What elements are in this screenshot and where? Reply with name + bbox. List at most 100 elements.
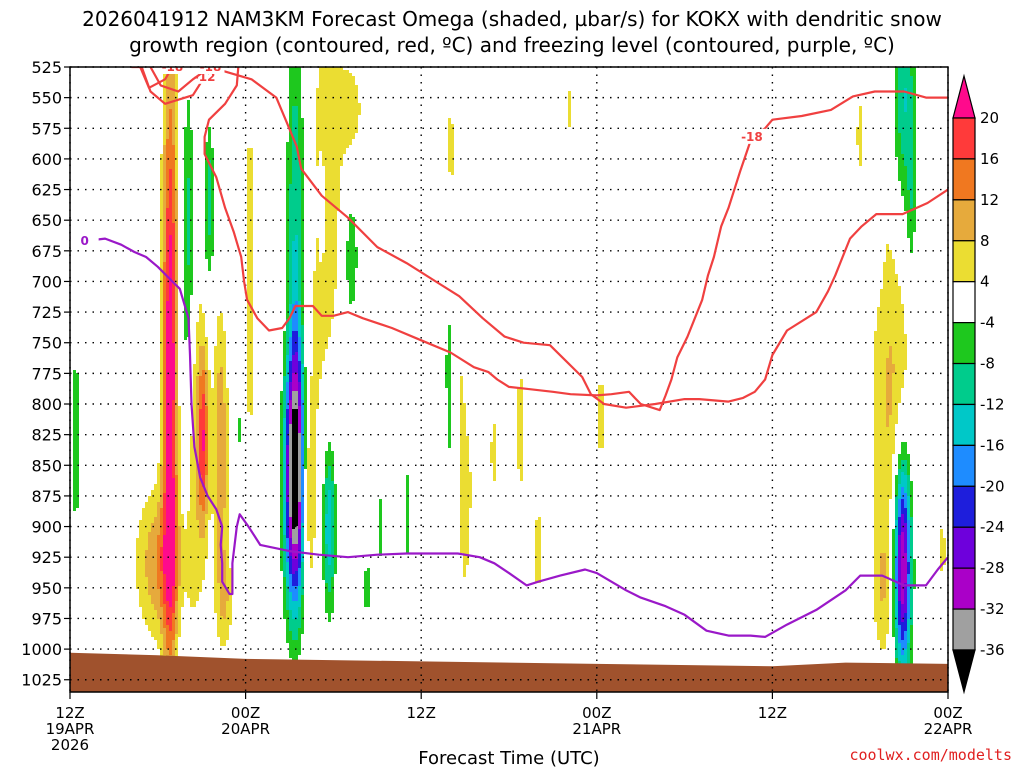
omega-cell <box>886 400 892 403</box>
omega-cell <box>247 382 253 385</box>
omega-cell <box>445 361 451 364</box>
omega-cell <box>331 511 334 514</box>
omega-cell <box>214 580 217 583</box>
omega-cell <box>877 319 904 322</box>
omega-cell <box>175 160 178 163</box>
omega-cell <box>208 373 211 376</box>
omega-cell <box>148 532 160 535</box>
omega-cell <box>163 376 166 379</box>
omega-cell <box>163 211 166 214</box>
omega-cell <box>208 388 217 391</box>
omega-cell <box>73 502 79 505</box>
omega-cell <box>301 424 304 427</box>
omega-cell <box>196 481 199 484</box>
omega-cell <box>199 493 205 496</box>
omega-cell <box>175 619 178 622</box>
omega-cell <box>247 373 253 376</box>
omega-cell <box>286 493 289 496</box>
omega-cell <box>172 448 175 451</box>
omega-cell <box>223 532 229 535</box>
omega-cell <box>196 448 199 451</box>
omega-cell <box>913 97 916 100</box>
omega-cell <box>175 640 178 643</box>
omega-cell <box>298 493 301 496</box>
omega-cell <box>910 550 913 553</box>
omega-cell <box>160 364 163 367</box>
omega-cell <box>895 523 898 526</box>
omega-cell <box>463 559 469 562</box>
omega-cell <box>190 208 193 211</box>
omega-cell <box>322 508 325 511</box>
omega-cell <box>892 385 904 388</box>
omega-cell <box>874 346 889 349</box>
omega-cell <box>901 661 907 664</box>
omega-cell <box>214 349 226 352</box>
omega-cell <box>163 496 166 499</box>
omega-cell <box>301 283 304 286</box>
omega-cell <box>172 313 175 316</box>
omega-cell <box>166 151 175 154</box>
omega-cell <box>163 544 175 547</box>
omega-cell <box>247 295 253 298</box>
omega-cell <box>163 265 166 268</box>
omega-cell <box>304 451 307 454</box>
omega-cell <box>859 112 862 115</box>
omega-cell <box>298 436 301 439</box>
omega-cell <box>331 544 334 547</box>
omega-cell <box>166 637 175 640</box>
omega-cell <box>301 463 304 466</box>
omega-cell <box>208 175 211 178</box>
omega-cell <box>460 532 469 535</box>
omega-cell <box>184 274 193 277</box>
omega-cell <box>907 475 910 478</box>
omega-cell <box>289 268 292 271</box>
omega-cell <box>205 190 208 193</box>
omega-cell <box>319 82 355 85</box>
credit-text[interactable]: coolwx.com/modelts <box>849 746 1012 764</box>
omega-cell <box>874 544 889 547</box>
omega-cell <box>175 169 178 172</box>
omega-cell <box>913 190 916 193</box>
omega-cell <box>286 292 289 295</box>
omega-cell <box>895 82 898 85</box>
omega-cell <box>493 478 496 481</box>
omega-cell <box>307 523 316 526</box>
omega-cell <box>190 475 196 478</box>
omega-cell <box>178 499 181 502</box>
omega-cell <box>307 475 316 478</box>
omega-cell <box>448 418 451 421</box>
omega-cell <box>163 142 166 145</box>
omega-cell <box>328 466 331 469</box>
omega-cell <box>289 592 292 595</box>
omega-cell <box>175 217 178 220</box>
omega-cell <box>163 568 175 571</box>
omega-cell <box>181 571 205 574</box>
omega-cell <box>886 367 895 370</box>
omega-cell <box>859 115 862 118</box>
omega-cell <box>166 142 172 145</box>
omega-cell <box>139 520 154 523</box>
omega-cell <box>517 463 523 466</box>
omega-cell <box>325 250 337 253</box>
omega-cell <box>214 532 217 535</box>
omega-cell <box>169 109 172 112</box>
omega-cell <box>874 568 880 571</box>
omega-cell <box>286 478 289 481</box>
omega-cell <box>184 259 187 262</box>
omega-cell <box>196 418 199 421</box>
omega-cell <box>190 232 193 235</box>
omega-cell <box>163 574 166 577</box>
omega-cell <box>247 172 253 175</box>
omega-cell <box>73 424 79 427</box>
omega-cell <box>490 442 496 445</box>
omega-cell <box>166 418 172 421</box>
omega-cell <box>292 472 298 475</box>
omega-cell <box>172 133 175 136</box>
omega-cell <box>895 589 898 592</box>
omega-cell <box>298 433 301 436</box>
omega-cell <box>247 199 253 202</box>
omega-cell <box>886 247 889 250</box>
omega-cell <box>199 319 205 322</box>
omega-cell <box>175 112 178 115</box>
omega-cell <box>196 475 199 478</box>
